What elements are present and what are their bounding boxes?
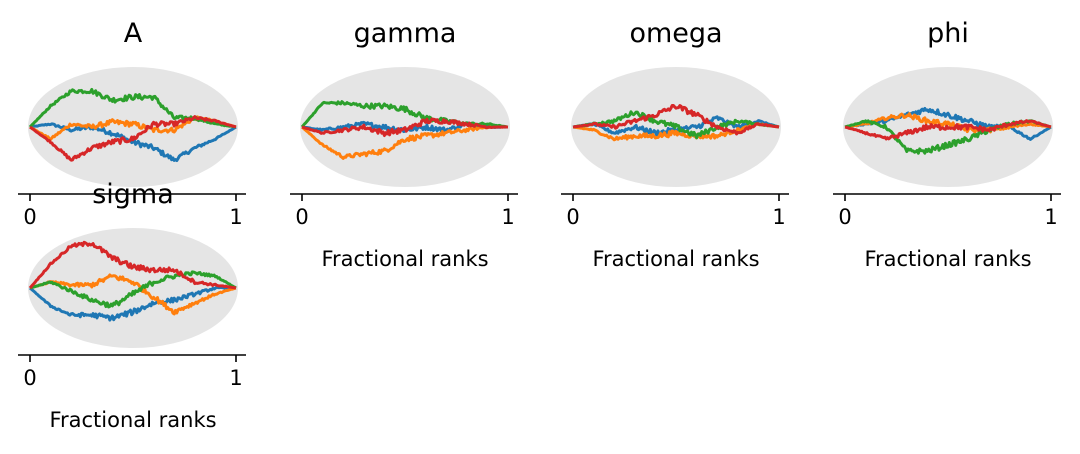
series-line-3 xyxy=(572,110,780,140)
x-tick-label: 1 xyxy=(1044,205,1057,229)
subplot-sigma: 0 1 Fractional ranks sigma xyxy=(18,179,246,432)
x-axis-label: Fractional ranks xyxy=(49,408,216,432)
series-line-4 xyxy=(844,119,1052,141)
panel-title: A xyxy=(124,18,143,49)
series-line-1 xyxy=(844,106,1052,141)
panel-title: gamma xyxy=(354,18,457,49)
x-tick-label: 1 xyxy=(229,366,242,390)
series-line-3 xyxy=(29,270,237,309)
x-tick-label: 0 xyxy=(23,205,36,229)
confidence-band xyxy=(28,67,238,187)
x-axis-label: Fractional ranks xyxy=(864,247,1031,271)
series-line-4 xyxy=(301,117,509,138)
series-line-3 xyxy=(28,88,237,129)
series-line-4 xyxy=(572,104,780,136)
series-line-4 xyxy=(28,240,237,290)
x-tick-label: 0 xyxy=(838,205,851,229)
panel-title: phi xyxy=(927,18,969,49)
x-tick-label: 0 xyxy=(23,366,36,390)
panel-title: sigma xyxy=(92,179,174,210)
x-tick-label: 0 xyxy=(295,205,308,229)
subplot-A: 0 1 A xyxy=(18,18,246,229)
subplot-gamma: 0 1 Fractional ranks gamma xyxy=(290,18,518,271)
series-line-2 xyxy=(844,112,1052,134)
series-line-1 xyxy=(29,285,237,322)
subplot-omega: 0 1 Fractional ranks omega xyxy=(561,18,789,271)
x-axis-label: Fractional ranks xyxy=(592,247,759,271)
series-line-2 xyxy=(29,273,237,316)
series-line-2 xyxy=(301,124,509,160)
confidence-band xyxy=(28,228,238,348)
panel-title: omega xyxy=(629,18,722,49)
series-line-3 xyxy=(300,100,509,129)
x-tick-label: 0 xyxy=(566,205,579,229)
x-tick-label: 1 xyxy=(772,205,785,229)
subplot-phi: 0 1 Fractional ranks phi xyxy=(833,18,1061,271)
x-tick-label: 1 xyxy=(501,205,514,229)
series-line-4 xyxy=(29,115,237,162)
x-axis-label: Fractional ranks xyxy=(321,247,488,271)
series-line-2 xyxy=(572,122,780,142)
x-tick-label: 1 xyxy=(229,205,242,229)
